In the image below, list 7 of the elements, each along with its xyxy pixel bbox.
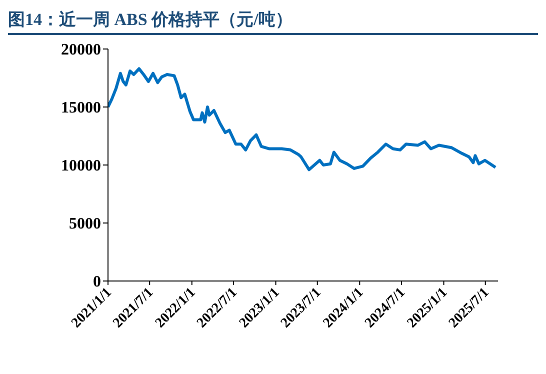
y-tick-label: 10000 xyxy=(61,158,101,175)
chart-title: 图14：近一周 ABS 价格持平（元/吨） xyxy=(8,8,538,35)
y-tick-label: 0 xyxy=(93,274,101,291)
line-series xyxy=(108,67,497,172)
y-tick-label: 15000 xyxy=(61,100,101,117)
y-tick-label: 5000 xyxy=(69,216,101,233)
y-tick-label: 20000 xyxy=(61,42,101,59)
